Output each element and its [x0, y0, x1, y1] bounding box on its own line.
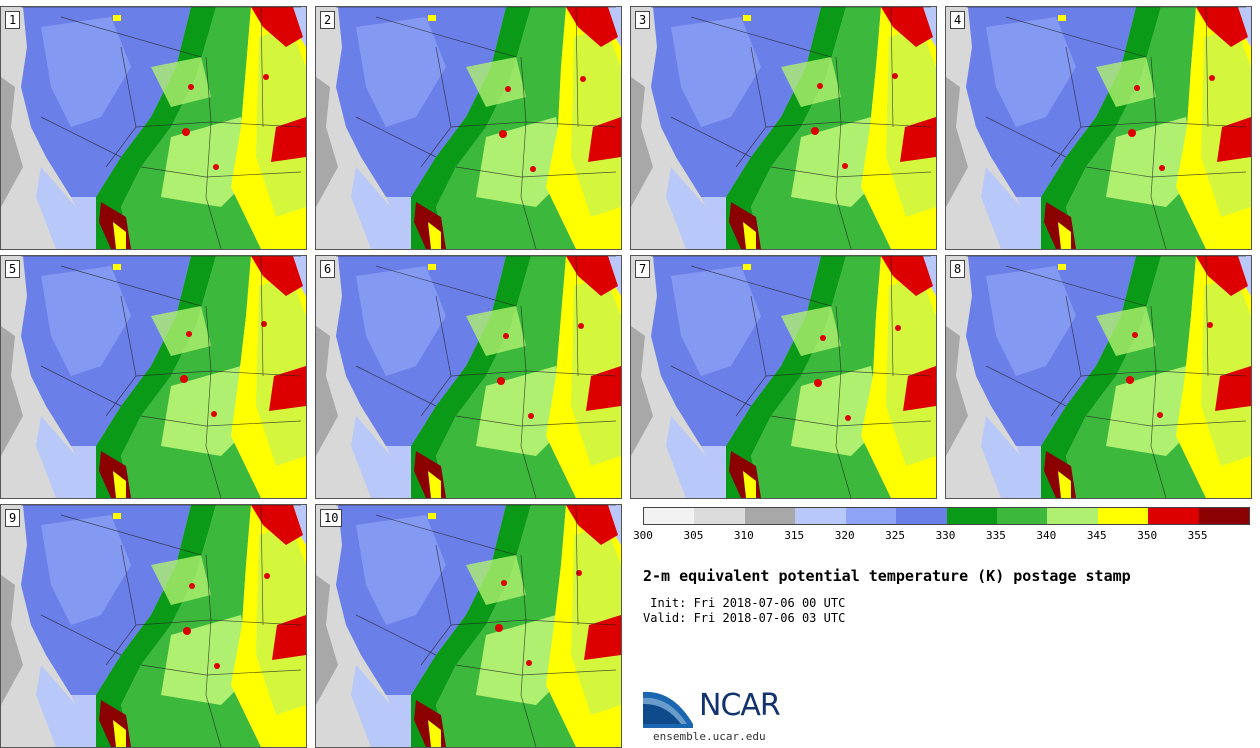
colorbar-bin-9 [1097, 508, 1149, 524]
colorbar-tick-label: 345 [1086, 529, 1107, 542]
colorbar-tick-label: 340 [1036, 529, 1057, 542]
colorbar-tick-label: 325 [885, 529, 906, 542]
ncar-swoosh-icon [643, 691, 693, 728]
stamp-label: 5 [5, 260, 21, 278]
stamp-label: 1 [5, 11, 21, 29]
stamp-label: 4 [950, 11, 966, 29]
stamp-label: 9 [5, 509, 21, 527]
postage-stamp-4: 4 [945, 6, 1252, 250]
stamp-label: 6 [320, 260, 336, 278]
ncar-logo: NCAR ensemble.ucar.edu [643, 688, 803, 743]
stamp-label: 7 [635, 260, 651, 278]
colorbar-tick-label: 305 [683, 529, 704, 542]
colorbar-tick-label: 350 [1137, 529, 1158, 542]
colorbar-bin-2 [744, 508, 796, 524]
colorbar-bin-8 [1047, 508, 1098, 524]
logo-text: NCAR [699, 688, 781, 723]
colorbar-tick-label: 300 [633, 529, 653, 542]
colorbar-tick-label: 320 [834, 529, 855, 542]
init-time: Init: Fri 2018-07-06 00 UTC [643, 596, 846, 610]
colorbar-tick-label: 330 [935, 529, 956, 542]
postage-stamp-3: 3 [630, 6, 937, 250]
chart-title: 2-m equivalent potential temperature (K)… [643, 567, 1131, 585]
colorbar-bin-4 [845, 508, 897, 524]
postage-stamp-6: 6 [315, 255, 622, 499]
postage-stamp-5: 5 [0, 255, 307, 499]
colorbar-bin-3 [795, 508, 846, 524]
colorbar [643, 507, 1250, 525]
postage-stamp-8: 8 [945, 255, 1252, 499]
stamp-label: 10 [320, 509, 343, 527]
colorbar-bin-11 [1198, 508, 1250, 524]
postage-stamp-7: 7 [630, 255, 937, 499]
colorbar-bin-7 [996, 508, 1048, 524]
postage-stamp-1: 1 [0, 6, 307, 250]
postage-stamp-9: 9 [0, 504, 307, 748]
colorbar-tick-label: 335 [985, 529, 1006, 542]
logo-url: ensemble.ucar.edu [653, 730, 766, 743]
valid-time: Valid: Fri 2018-07-06 03 UTC [643, 611, 846, 625]
colorbar-bin-10 [1148, 508, 1199, 524]
postage-stamp-10: 10 [315, 504, 622, 748]
colorbar-bin-6 [946, 508, 997, 524]
colorbar-bin-5 [896, 508, 947, 524]
colorbar-tick-label: 315 [784, 529, 805, 542]
postage-stamp-2: 2 [315, 6, 622, 250]
colorbar-tick-label: 355 [1187, 529, 1208, 542]
stamp-label: 3 [635, 11, 651, 29]
colorbar-bin-1 [694, 508, 745, 524]
stamp-label: 2 [320, 11, 336, 29]
colorbar-tick-label: 310 [733, 529, 754, 542]
colorbar-bin-0 [644, 508, 695, 524]
stamp-label: 8 [950, 260, 966, 278]
